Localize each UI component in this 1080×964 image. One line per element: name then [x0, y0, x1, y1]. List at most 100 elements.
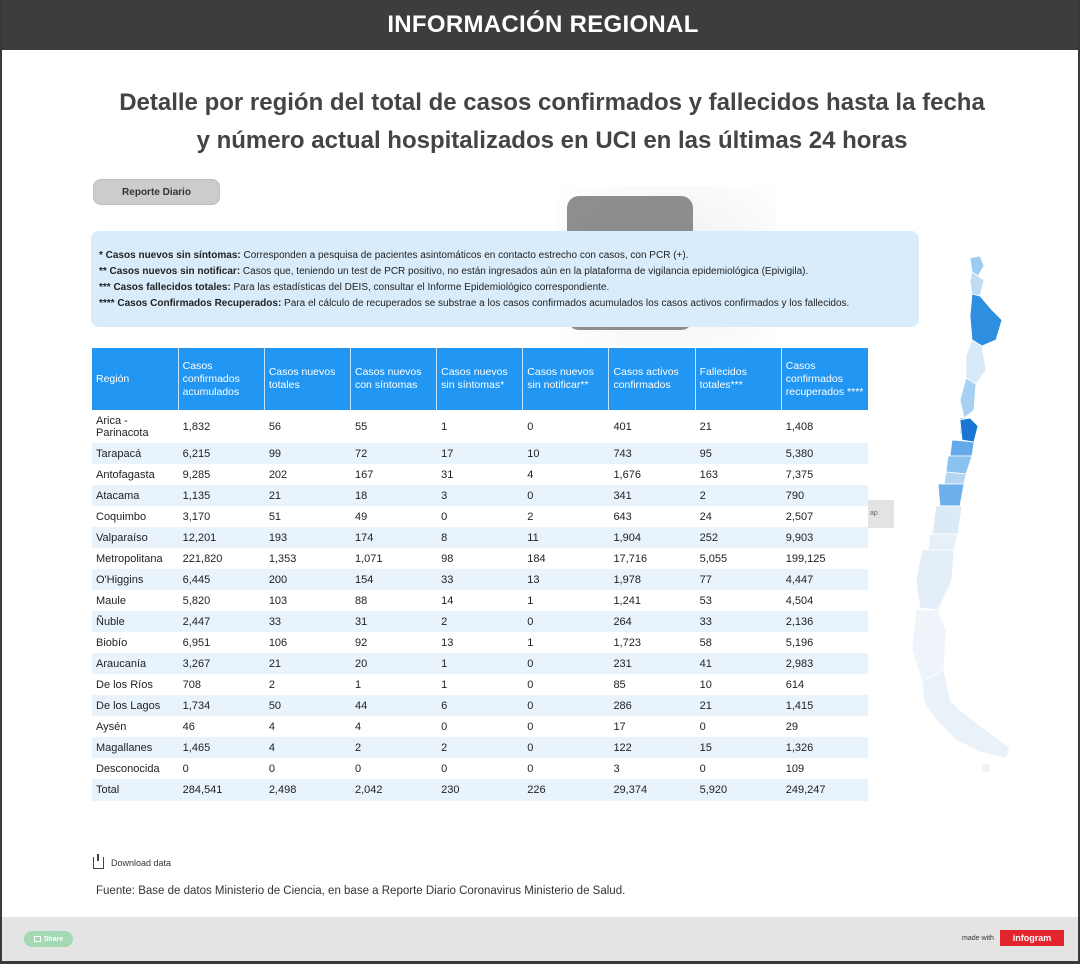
- value-cell: 7,375: [785, 468, 814, 481]
- value-cell: 221,820: [182, 552, 223, 565]
- share-button[interactable]: Share: [24, 931, 73, 947]
- value-cell: 252: [695, 527, 782, 548]
- value-cell: 1: [527, 636, 534, 649]
- map-region-aysen: [911, 609, 947, 683]
- value-cell: 154: [350, 569, 437, 590]
- value-cell: 0: [441, 510, 448, 523]
- table-row: Valparaíso 12,201 193 174 8 11 1,904 252 9,903: [92, 527, 868, 548]
- region-name-cell: Desconocida: [96, 762, 160, 775]
- value-cell: 193: [264, 527, 351, 548]
- chile-region-map[interactable]: [900, 250, 1020, 780]
- value-cell: 1,071: [354, 552, 383, 565]
- column-header: Fallecidos totales***: [695, 348, 782, 410]
- value-cell: 1,326: [781, 737, 868, 758]
- value-cell: 1,353: [268, 552, 297, 565]
- value-cell: 2: [436, 737, 523, 758]
- table-row: Tarapacá 6,215 99 72 17 10 743 95 5,380: [92, 443, 868, 464]
- map-region-antofagasta: [969, 293, 1003, 347]
- note-item: * Casos nuevos sin síntomas: Corresponde…: [99, 250, 689, 261]
- value-cell: 230: [436, 779, 523, 801]
- map-region-los-rios: [927, 533, 959, 551]
- value-cell: 1,241: [613, 594, 641, 607]
- value-cell: 2,447: [178, 611, 265, 632]
- map-region-los-lagos: [915, 549, 955, 611]
- table-row: Ñuble 2,447 33 31 2 0 264 33 2,136: [92, 611, 868, 632]
- value-cell: 3,170: [182, 510, 211, 523]
- value-cell: 4: [268, 720, 275, 733]
- value-cell: 56: [268, 420, 282, 433]
- value-cell: 53: [699, 594, 712, 607]
- value-cell: 4: [354, 720, 362, 733]
- value-cell: 0: [354, 762, 362, 775]
- region-name-cell: Metropolitana: [96, 552, 163, 565]
- value-cell: 21: [264, 653, 351, 674]
- value-cell: 2,042: [350, 779, 437, 801]
- page-title-line-1: Detalle por región del total de casos co…: [119, 89, 985, 116]
- value-cell: 31: [350, 611, 437, 632]
- value-cell: 5,055: [699, 552, 728, 565]
- value-cell: 6,445: [178, 569, 265, 590]
- value-cell: 98: [441, 552, 454, 565]
- value-cell: 72: [350, 443, 437, 464]
- value-cell: 21: [699, 420, 712, 433]
- download-label: Download data: [111, 858, 172, 868]
- table-row: Coquimbo 3,170 51 49 0 2 643 24 2,507: [92, 506, 868, 527]
- table-row: Biobío 6,951 106 92 13 1 1,723 58 5,196: [92, 632, 868, 653]
- value-cell: 5,196: [785, 636, 814, 649]
- value-cell: 15: [695, 737, 782, 758]
- value-cell: 167: [354, 468, 374, 481]
- value-cell: 643: [613, 510, 632, 523]
- column-header: Casos nuevos totales: [264, 348, 351, 410]
- value-cell: 33: [436, 569, 523, 590]
- region-name-cell: Atacama: [92, 485, 179, 506]
- value-cell: 708: [182, 678, 202, 691]
- value-cell: 106: [268, 636, 288, 649]
- value-cell: 0: [527, 720, 534, 733]
- value-cell: 13: [441, 636, 454, 649]
- map-region-magallanes: [921, 669, 1011, 759]
- value-cell: 4: [264, 737, 351, 758]
- map-region-arica: [969, 255, 985, 277]
- column-header: Casos nuevos sin síntomas*: [436, 348, 524, 410]
- infogram-logo[interactable]: infogram: [1000, 930, 1064, 946]
- value-cell: 46: [182, 720, 195, 733]
- page-title: Detalle por región del total de casos co…: [82, 84, 1022, 160]
- column-header: Casos confirmados recuperados ****: [781, 348, 868, 410]
- value-cell: 4: [527, 468, 534, 481]
- value-cell: 17: [613, 720, 626, 733]
- download-data-link[interactable]: Download data: [93, 854, 172, 869]
- value-cell: 55: [354, 420, 368, 433]
- map-region-ohiggins: [949, 439, 975, 457]
- region-name-cell: Total: [92, 779, 179, 801]
- value-cell: 2,507: [785, 510, 814, 523]
- region-name-cell: De los Ríos: [96, 678, 153, 691]
- report-daily-button[interactable]: Reporte Diario: [93, 179, 220, 205]
- value-cell: 231: [608, 653, 696, 674]
- map-side-tab[interactable]: ap: [868, 500, 894, 528]
- value-cell: 6: [436, 695, 523, 716]
- value-cell: 1: [354, 678, 362, 691]
- value-cell: 5,820: [182, 594, 211, 607]
- value-cell: 2: [527, 510, 534, 523]
- value-cell: 17: [436, 443, 523, 464]
- value-cell: 286: [608, 695, 696, 716]
- value-cell: 9,285: [182, 468, 211, 481]
- region-name-cell: O'Higgins: [92, 569, 179, 590]
- column-header: Casos confirmados acumulados: [178, 348, 265, 410]
- table-total-row: Total 284,541 2,498 2,042 230 226 29,374 5,920 2…: [92, 779, 868, 801]
- value-cell: 8: [436, 527, 523, 548]
- value-cell: 0: [441, 762, 448, 775]
- value-cell: 44: [350, 695, 437, 716]
- value-cell: 0: [522, 611, 609, 632]
- value-cell: 743: [608, 443, 696, 464]
- value-cell: 1: [527, 594, 534, 607]
- region-name-cell: Ñuble: [92, 611, 179, 632]
- region-name-cell: Biobío: [96, 636, 128, 649]
- value-cell: 10: [522, 443, 609, 464]
- value-cell: 1: [441, 420, 448, 433]
- value-cell: 2,983: [781, 653, 868, 674]
- value-cell: 2,498: [264, 779, 351, 801]
- value-cell: 31: [441, 468, 454, 481]
- regional-cases-table: Región Casos confirmados acumulados Caso…: [92, 348, 868, 801]
- map-region-biobio: [937, 483, 965, 507]
